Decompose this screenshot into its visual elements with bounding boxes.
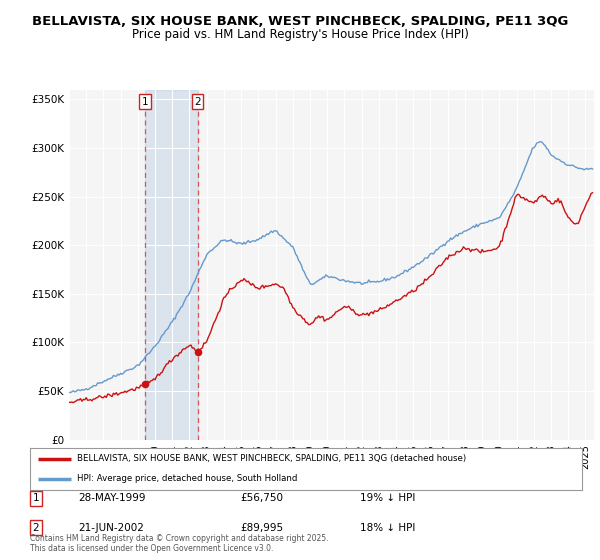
Text: HPI: Average price, detached house, South Holland: HPI: Average price, detached house, Sout… [77,474,297,483]
Text: £56,750: £56,750 [240,493,283,503]
Text: 2: 2 [194,97,201,107]
Text: 28-MAY-1999: 28-MAY-1999 [78,493,146,503]
Text: Contains HM Land Registry data © Crown copyright and database right 2025.
This d: Contains HM Land Registry data © Crown c… [30,534,329,553]
Text: 21-JUN-2002: 21-JUN-2002 [78,522,144,533]
Text: 2: 2 [32,522,40,533]
Text: Price paid vs. HM Land Registry's House Price Index (HPI): Price paid vs. HM Land Registry's House … [131,28,469,41]
Text: 1: 1 [142,97,148,107]
Text: £89,995: £89,995 [240,522,283,533]
Text: BELLAVISTA, SIX HOUSE BANK, WEST PINCHBECK, SPALDING, PE11 3QG (detached house): BELLAVISTA, SIX HOUSE BANK, WEST PINCHBE… [77,454,466,463]
Text: 18% ↓ HPI: 18% ↓ HPI [360,522,415,533]
Text: 1: 1 [32,493,40,503]
Text: BELLAVISTA, SIX HOUSE BANK, WEST PINCHBECK, SPALDING, PE11 3QG: BELLAVISTA, SIX HOUSE BANK, WEST PINCHBE… [32,15,568,28]
Text: 19% ↓ HPI: 19% ↓ HPI [360,493,415,503]
Bar [145,90,197,440]
